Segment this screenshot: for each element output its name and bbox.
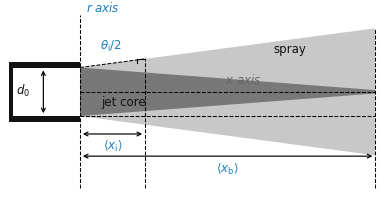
Polygon shape — [80, 68, 375, 116]
Text: jet core: jet core — [101, 96, 146, 109]
Text: $\langle x_\mathrm{b} \rangle$: $\langle x_\mathrm{b} \rangle$ — [216, 161, 239, 177]
Bar — [13, 62, 80, 68]
Bar — [9, 62, 13, 122]
Text: $d_0$: $d_0$ — [16, 83, 30, 99]
Text: $\theta_\mathrm{i}/2$: $\theta_\mathrm{i}/2$ — [100, 39, 122, 54]
Text: spray: spray — [273, 43, 306, 56]
Text: $\langle x_\mathrm{i} \rangle$: $\langle x_\mathrm{i} \rangle$ — [102, 139, 122, 154]
Bar — [13, 116, 80, 122]
Text: $x$ axis: $x$ axis — [225, 73, 261, 87]
Polygon shape — [80, 28, 375, 155]
Text: $r$ axis: $r$ axis — [86, 1, 120, 15]
